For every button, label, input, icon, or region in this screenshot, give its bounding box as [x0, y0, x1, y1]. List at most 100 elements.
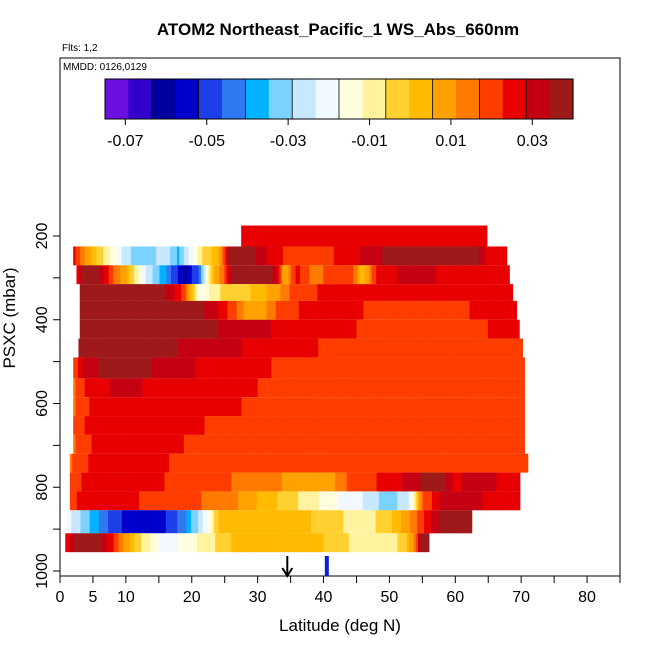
heatmap-cell — [378, 265, 382, 285]
heatmap-cell — [370, 510, 374, 534]
heatmap-cell — [474, 284, 477, 301]
heatmap-cell — [485, 300, 489, 320]
heatmap-cell — [436, 491, 440, 511]
heatmap-cell — [126, 246, 130, 266]
heatmap-cell — [466, 491, 470, 511]
heatmap-cell — [233, 491, 237, 511]
heatmap-cell — [417, 510, 420, 534]
heatmap-cell — [213, 434, 217, 454]
heatmap-cell — [123, 319, 127, 339]
heatmap-cell — [432, 225, 436, 247]
heatmap-cell — [316, 533, 320, 553]
heatmap-cell — [75, 378, 79, 398]
heatmap-cell — [356, 416, 360, 435]
heatmap-cell — [145, 453, 149, 473]
heatmap-cell — [104, 265, 107, 285]
heatmap-cell — [376, 491, 380, 511]
heatmap-cell — [460, 357, 464, 379]
heatmap-cell — [99, 533, 103, 553]
heatmap-cell — [404, 472, 408, 492]
heatmap-cell — [462, 434, 466, 454]
heatmap-cell — [183, 300, 187, 320]
heatmap-cell — [365, 472, 368, 492]
heatmap-cell — [91, 416, 95, 435]
heatmap-cell — [204, 284, 208, 301]
heatmap-cell — [351, 533, 355, 553]
heatmap-cell — [267, 338, 271, 358]
heatmap-cell — [178, 453, 182, 473]
colorbar-swatch — [526, 79, 551, 119]
heatmap-cell — [247, 265, 250, 285]
heatmap-cell — [355, 338, 358, 358]
heatmap-cell — [406, 491, 410, 511]
heatmap-cell — [255, 246, 259, 266]
heatmap-cell — [440, 338, 444, 358]
heatmap-cell — [137, 397, 141, 417]
heatmap-cell — [86, 284, 90, 301]
heatmap-cell — [345, 510, 349, 534]
heatmap-cell — [370, 397, 374, 417]
heatmap-cell — [389, 434, 392, 454]
heatmap-cell — [398, 416, 402, 435]
heatmap-cell — [333, 416, 337, 435]
heatmap-cell — [96, 378, 100, 398]
heatmap-cell — [407, 378, 411, 398]
heatmap-cell — [183, 284, 187, 301]
heatmap-row — [73, 246, 508, 266]
heatmap-cell — [87, 416, 90, 435]
heatmap-cell — [301, 434, 305, 454]
heatmap-cell — [388, 225, 392, 247]
heatmap-cell — [129, 491, 133, 511]
heatmap-cell — [238, 453, 242, 473]
heatmap-cell — [109, 472, 112, 492]
heatmap-cell — [169, 284, 173, 301]
heatmap-cell — [465, 510, 469, 534]
heatmap-cell — [232, 378, 236, 398]
heatmap-cell — [249, 533, 253, 553]
heatmap-cell — [498, 265, 502, 285]
heatmap-cell — [389, 378, 392, 398]
heatmap-cell — [469, 357, 473, 379]
heatmap-cell — [415, 472, 419, 492]
heatmap-cell — [210, 472, 214, 492]
heatmap-cell — [446, 397, 450, 417]
heatmap-cell — [411, 225, 415, 247]
heatmap-cell — [520, 416, 524, 435]
heatmap-cell — [298, 284, 302, 301]
heatmap-cell — [495, 397, 498, 417]
heatmap-cell — [127, 491, 131, 511]
heatmap-cell — [409, 416, 413, 435]
heatmap-cell — [204, 416, 208, 435]
heatmap-cell — [432, 397, 436, 417]
heatmap-cell — [499, 416, 503, 435]
heatmap-cell — [292, 510, 296, 534]
heatmap-cell — [174, 357, 178, 379]
heatmap-cell — [480, 319, 484, 339]
heatmap-cell — [158, 434, 162, 454]
heatmap-cell — [116, 416, 120, 435]
heatmap-cell — [234, 378, 238, 398]
heatmap-cell — [504, 246, 508, 266]
heatmap-cell — [235, 472, 239, 492]
heatmap-cell — [329, 434, 332, 454]
heatmap-cell — [349, 397, 353, 417]
heatmap-cell — [230, 510, 234, 534]
heatmap-cell — [77, 397, 81, 417]
heatmap-cell — [506, 284, 510, 301]
heatmap-cell — [492, 284, 496, 301]
heatmap-cell — [146, 319, 150, 339]
heatmap-cell — [169, 491, 172, 511]
heatmap-cell — [458, 357, 462, 379]
heatmap-cell — [182, 338, 186, 358]
heatmap-cell — [397, 491, 401, 511]
heatmap-cell — [344, 225, 348, 247]
heatmap-cell — [186, 397, 189, 417]
colorbar-swatch — [409, 79, 434, 119]
heatmap-cell — [198, 338, 202, 358]
heatmap-cell — [255, 416, 259, 435]
heatmap-cell — [319, 357, 323, 379]
heatmap-cell — [377, 284, 381, 301]
heatmap-cell — [84, 416, 88, 435]
heatmap-cell — [96, 510, 100, 534]
heatmap-cell — [218, 357, 222, 379]
